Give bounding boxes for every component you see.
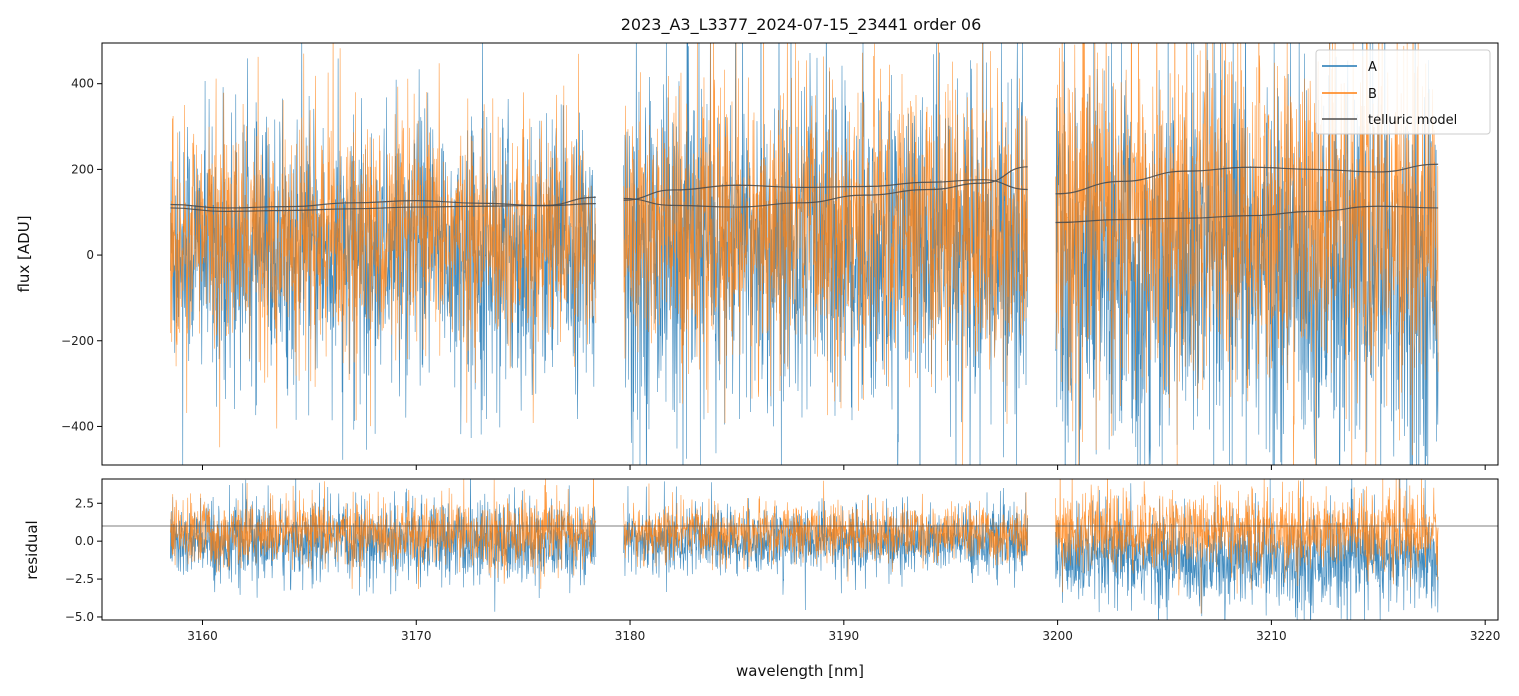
bottom-series-b-segment-1 [170, 479, 597, 590]
bottom-ytick-label: −5.0 [65, 610, 94, 624]
bottom-axes-frame [101, 478, 1499, 621]
bottom-ytick-label: −2.5 [65, 572, 94, 586]
top-axes-frame [101, 42, 1499, 466]
bottom-xtick-label: 3200 [1042, 629, 1073, 643]
legend-box [1315, 49, 1491, 135]
legend-label-a: A [1368, 60, 1377, 75]
top-y-axis-label: flux [ADU] [15, 215, 33, 292]
top-series-b-segment-1 [170, 43, 597, 448]
top-ytick-label: 400 [71, 77, 94, 91]
bottom-ytick-label: 0.0 [75, 534, 94, 548]
top-plot-area [170, 43, 1439, 465]
bottom-y-axis: −5.0 −2.5 0.0 2.5 [65, 496, 102, 624]
top-ytick-label: −200 [61, 334, 94, 348]
bottom-xtick-label: 3220 [1470, 629, 1501, 643]
legend-label-b: B [1368, 87, 1377, 102]
bottom-x-axis: 3160 3170 3180 3190 3200 3210 3220 [187, 620, 1500, 643]
bottom-xtick-label: 3180 [615, 629, 646, 643]
telluric-model-curve-2 [170, 196, 596, 212]
top-x-axis [201, 465, 1486, 470]
bottom-xtick-label: 3190 [829, 629, 860, 643]
chart-title: 2023_A3_L3377_2024-07-15_23441 order 06 [621, 15, 982, 35]
bottom-series-a-segment-2 [623, 481, 1028, 611]
legend: A B telluric model [1315, 49, 1491, 135]
bottom-xtick-label: 3170 [401, 629, 432, 643]
bottom-panel: −5.0−2.50.02.5 3160 3170 3180 3190 3200 3210 3… [23, 478, 1500, 680]
top-panel: −400 −200 0 200 400 flux [ADU] A B telluric … [15, 42, 1499, 470]
telluric-model-curve-5 [1055, 163, 1439, 195]
bottom-xtick-label: 3210 [1256, 629, 1287, 643]
bottom-series-b-segment-2 [623, 480, 1028, 582]
top-y-axis: −400 −200 0 200 400 [61, 77, 102, 433]
top-ytick-label: 0 [86, 248, 94, 262]
telluric-model-curve-3 [623, 179, 1028, 201]
top-series-b-segment-2 [623, 43, 1028, 465]
top-series-b-segment-3 [1055, 43, 1439, 465]
top-ytick-label: −400 [61, 419, 94, 433]
bottom-plot-area [102, 479, 1498, 620]
bottom-y-axis-label: residual [23, 520, 41, 579]
telluric-model-curve-4 [623, 166, 1028, 208]
telluric-model-curve-6 [1055, 205, 1439, 224]
bottom-xtick-label: 3160 [187, 629, 218, 643]
bottom-series-b-segment-3 [1055, 479, 1439, 614]
bottom-ytick-label: 2.5 [75, 496, 94, 510]
x-axis-label: wavelength [nm] [736, 662, 864, 680]
top-ytick-label: 200 [71, 162, 94, 176]
legend-label-telluric: telluric model [1368, 113, 1457, 128]
